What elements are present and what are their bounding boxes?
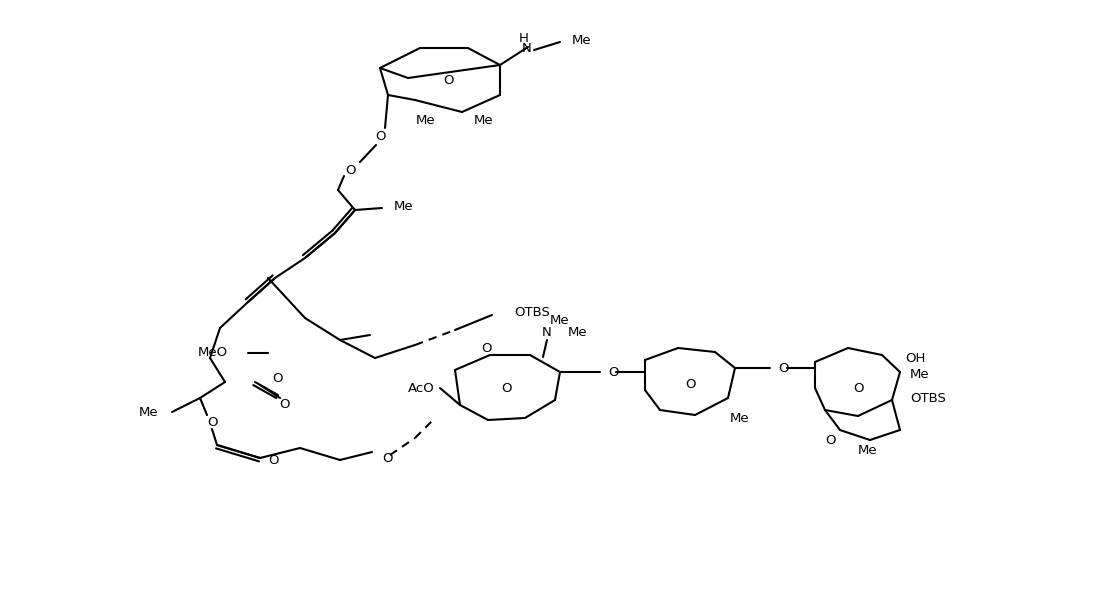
Text: AcO: AcO (408, 382, 435, 394)
Text: OTBS: OTBS (910, 391, 946, 405)
Text: Me: Me (394, 200, 414, 214)
Text: Me: Me (567, 326, 587, 338)
Text: O: O (206, 415, 217, 429)
Text: Me: Me (138, 406, 158, 418)
Text: O: O (684, 379, 696, 391)
Text: O: O (344, 164, 355, 176)
Text: Me: Me (474, 114, 493, 126)
Text: O: O (268, 453, 278, 467)
Text: O: O (374, 131, 385, 143)
Text: O: O (382, 452, 393, 465)
Text: O: O (501, 382, 511, 394)
Text: O: O (852, 382, 863, 394)
Text: Me: Me (910, 368, 930, 382)
Text: O: O (778, 361, 788, 374)
Text: Me: Me (416, 114, 436, 126)
Text: O: O (608, 365, 618, 379)
Text: O: O (279, 399, 290, 412)
Text: Me: Me (572, 34, 592, 46)
Text: O: O (443, 73, 454, 87)
Text: Me: Me (550, 314, 570, 326)
Text: OH: OH (905, 352, 925, 364)
Text: Me: Me (858, 444, 878, 456)
Text: O: O (272, 371, 283, 385)
Text: O: O (825, 433, 836, 447)
Text: Me: Me (730, 412, 750, 424)
Text: MeO: MeO (198, 347, 229, 359)
Text: OTBS: OTBS (514, 305, 550, 318)
Text: N: N (522, 43, 532, 55)
Text: H: H (519, 31, 529, 45)
Text: N: N (542, 326, 552, 340)
Text: O: O (481, 341, 492, 355)
